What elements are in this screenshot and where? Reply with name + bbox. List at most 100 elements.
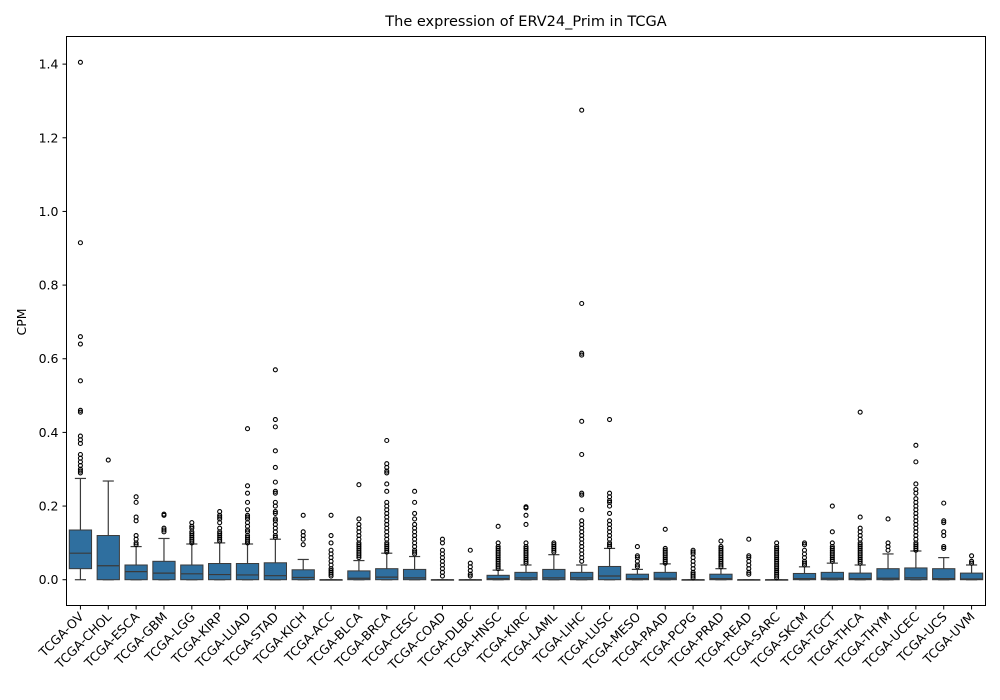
outlier-point xyxy=(356,516,362,522)
outlier-point xyxy=(217,520,223,526)
box-tcga-lusc xyxy=(597,416,622,581)
box-tcga-ucec xyxy=(904,442,928,581)
outlier-point xyxy=(523,521,529,528)
outlier-point xyxy=(77,240,83,246)
outlier-point xyxy=(718,564,724,570)
box-tcga-kirc xyxy=(514,504,538,581)
box-tcga-ov xyxy=(68,59,93,581)
outlier-point xyxy=(272,367,278,373)
outlier-point xyxy=(272,532,278,539)
outlier-point xyxy=(77,341,83,347)
outlier-point xyxy=(272,416,278,423)
outlier-point xyxy=(746,569,752,575)
box-tcga-kich xyxy=(291,512,315,581)
outlier-point xyxy=(941,532,947,539)
outlier-point xyxy=(913,547,919,553)
outlier-point xyxy=(941,518,947,524)
y-tick-label: 0.4 xyxy=(39,425,59,440)
outlier-point xyxy=(913,459,919,465)
outlier-point xyxy=(606,510,613,516)
outlier-point xyxy=(523,558,529,564)
outlier-point xyxy=(77,378,83,384)
box-body xyxy=(375,568,399,581)
outlier-point xyxy=(941,500,947,506)
outlier-point xyxy=(272,464,278,470)
outlier-point xyxy=(690,573,696,579)
outlier-point xyxy=(244,426,251,432)
box-tcga-laml xyxy=(542,540,566,581)
outlier-point xyxy=(774,575,780,581)
outlier-point xyxy=(495,566,501,572)
outlier-point xyxy=(801,562,808,568)
outlier-point xyxy=(384,470,390,476)
outlier-point xyxy=(328,532,334,539)
box-body xyxy=(932,568,956,581)
box-tcga-chol xyxy=(96,457,120,581)
outlier-point xyxy=(829,556,835,563)
outlier-point xyxy=(885,516,891,522)
outlier-point xyxy=(439,540,446,546)
outlier-point xyxy=(941,520,947,526)
outlier-point xyxy=(829,529,835,535)
outlier-point xyxy=(662,560,668,566)
outlier-point xyxy=(133,542,139,548)
outlier-point xyxy=(913,545,919,551)
y-tick-label: 1.4 xyxy=(39,57,59,72)
outlier-point xyxy=(412,549,418,555)
outlier-point xyxy=(356,553,362,559)
outlier-point xyxy=(272,534,278,540)
box-body xyxy=(904,567,928,581)
outlier-point xyxy=(829,503,835,509)
box-tcga-cesc xyxy=(402,488,427,581)
outlier-point xyxy=(913,490,919,496)
box-tcga-brca xyxy=(375,437,399,581)
box-tcga-gbm xyxy=(152,511,176,581)
outlier-point xyxy=(579,507,585,513)
outlier-point xyxy=(272,424,278,430)
y-tick-label: 1.0 xyxy=(39,204,59,219)
outlier-point xyxy=(133,499,139,505)
outlier-point xyxy=(77,59,83,65)
outlier-point xyxy=(412,516,418,522)
box-tcga-skcm xyxy=(792,540,817,581)
outlier-point xyxy=(690,549,696,555)
outlier-point xyxy=(606,542,613,548)
outlier-point xyxy=(77,468,83,474)
box-tcga-acc xyxy=(319,512,343,581)
outlier-point xyxy=(133,540,139,546)
outlier-point xyxy=(746,553,752,559)
outlier-point xyxy=(662,526,668,532)
box-tcga-thca xyxy=(848,409,872,581)
box-body xyxy=(653,571,677,581)
outlier-point xyxy=(161,529,167,535)
box-body xyxy=(597,565,622,581)
box-tcga-read xyxy=(737,536,761,581)
outlier-point xyxy=(634,564,640,570)
outlier-point xyxy=(328,512,334,518)
outlier-point xyxy=(244,527,251,533)
outlier-point xyxy=(328,540,334,546)
outlier-point xyxy=(579,492,585,498)
outlier-point xyxy=(829,558,835,564)
box-tcga-kirp xyxy=(208,509,232,581)
outlier-point xyxy=(439,573,446,579)
box-tcga-blca xyxy=(347,482,371,581)
outlier-point xyxy=(77,409,83,415)
outlier-point xyxy=(913,442,919,448)
y-tick-label: 0.8 xyxy=(39,278,59,293)
outlier-point xyxy=(189,540,195,546)
outlier-point xyxy=(718,562,724,568)
box-tcga-lihc xyxy=(570,107,594,581)
outlier-point xyxy=(300,542,306,548)
outlier-point xyxy=(244,490,251,496)
outlier-point xyxy=(272,490,278,496)
box-body xyxy=(570,571,594,581)
outlier-point xyxy=(133,518,139,524)
outlier-point xyxy=(272,479,278,485)
plot-frame xyxy=(66,36,986,606)
outlier-point xyxy=(579,490,585,496)
box-body xyxy=(291,569,315,581)
outlier-point xyxy=(857,514,863,520)
x-axis: TCGA-OVTCGA-CHOLTCGA-ESCATCGA-GBMTCGA-LG… xyxy=(35,605,978,673)
box-body xyxy=(152,560,176,581)
